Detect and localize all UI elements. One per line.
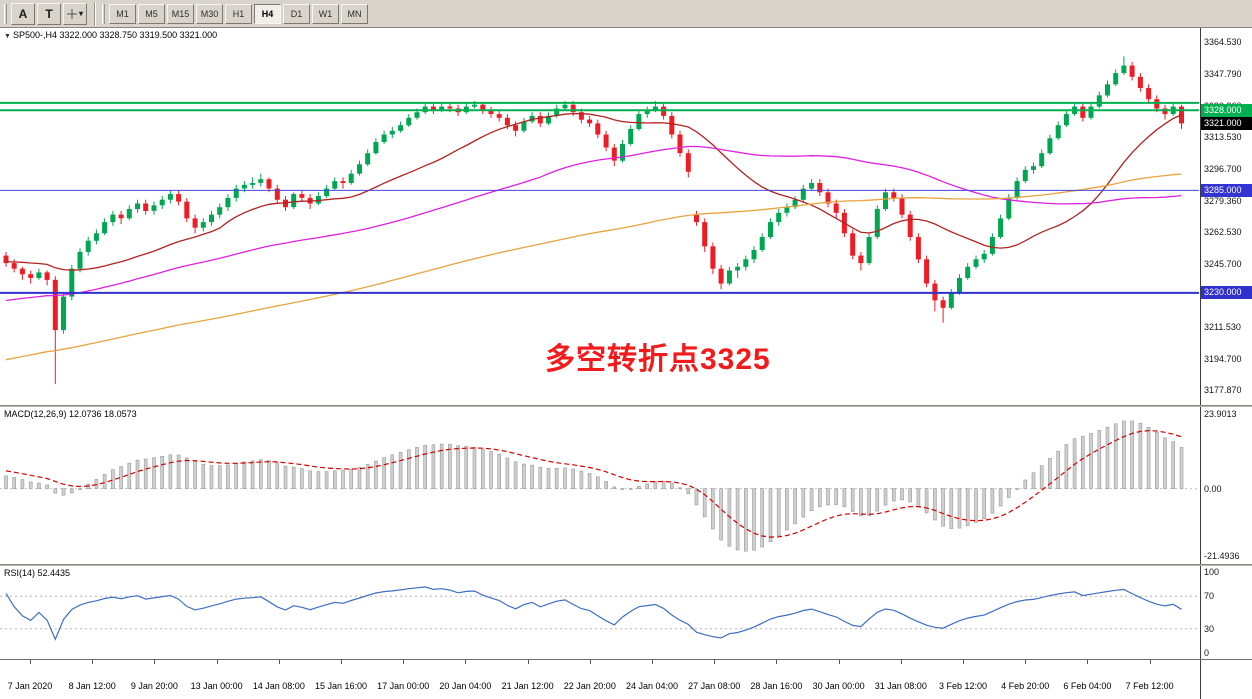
text-tool-button[interactable]: T [37, 2, 61, 25]
price-axis-label: 3194.700 [1204, 353, 1242, 364]
price-axis-label: 3313.530 [1204, 132, 1242, 143]
rsi-axis-label: 70 [1204, 591, 1215, 602]
price-axis-label: 3347.790 [1204, 68, 1242, 79]
timeframe-button-d1[interactable]: D1 [283, 3, 310, 24]
macd-axis-label: 23.9013 [1204, 408, 1237, 419]
time-tick [838, 660, 840, 664]
time-tick [900, 660, 902, 664]
time-tick [92, 660, 94, 664]
time-axis-label: 22 Jan 20:00 [563, 681, 616, 691]
time-tick [465, 660, 467, 664]
time-axis-label: 7 Jan 2020 [7, 681, 53, 691]
rsi-axis[interactable]: 100 70 30 0 [1200, 566, 1252, 659]
macd-panel[interactable]: MACD(12,26,9) 12.0736 18.0573 23.9013 0.0… [0, 407, 1252, 564]
axis-corner [1200, 660, 1201, 699]
timeframe-button-h1[interactable]: H1 [225, 3, 252, 24]
price-axis-label: 3296.700 [1204, 163, 1242, 174]
price-badge: 3230.000 [1201, 286, 1252, 300]
time-tick [154, 660, 156, 664]
timeframe-toolbar: M1 M5 M15 M30 H1 H4 D1 W1 MN [109, 3, 370, 24]
price-axis-label: 3279.360 [1204, 195, 1242, 206]
time-tick [278, 660, 280, 664]
price-badge: 3285.000 [1201, 183, 1252, 197]
time-tick [589, 660, 591, 664]
font-tool-button[interactable]: A [11, 2, 35, 25]
price-chart-svg[interactable] [0, 28, 1200, 405]
panel-separator[interactable] [0, 405, 1252, 407]
cursor-tool-dropdown[interactable]: ▾ [63, 2, 87, 25]
price-badge: 3328.000 [1201, 103, 1252, 117]
collapse-icon[interactable]: ▼ [4, 33, 11, 40]
time-axis-label: 28 Jan 16:00 [750, 681, 803, 691]
toolbar-grip[interactable] [4, 3, 7, 24]
time-axis-label: 14 Jan 08:00 [252, 681, 305, 691]
time-tick [527, 660, 529, 664]
crosshair-icon [66, 8, 77, 19]
rsi-axis-label: 30 [1204, 623, 1215, 634]
time-axis-label: 20 Jan 04:00 [439, 681, 492, 691]
symbol-period-label: SP500-,H4 [12, 30, 57, 40]
timeframe-button-mn[interactable]: MN [341, 3, 368, 24]
rsi-chart-svg[interactable] [0, 566, 1200, 659]
timeframe-button-h4[interactable]: H4 [254, 3, 281, 24]
macd-chart-svg[interactable] [0, 407, 1200, 564]
time-axis-label: 4 Feb 20:00 [1001, 681, 1050, 691]
chevron-down-icon: ▾ [78, 9, 83, 18]
time-tick [776, 660, 778, 664]
time-axis[interactable]: 7 Jan 2020 8 Jan 12:00 9 Jan 20:00 13 Jan 0… [0, 659, 1252, 699]
time-axis-label: 7 Feb 12:00 [1125, 681, 1174, 691]
time-axis-label: 9 Jan 20:00 [130, 681, 178, 691]
main-toolbar: A T ▾ M1 M5 M15 M30 H1 H4 D1 W1 MN [0, 0, 1252, 28]
time-tick [1087, 660, 1089, 664]
price-axis-label: 3211.530 [1204, 322, 1241, 333]
chart-area: ▼ SP500-,H4 3322.000 3328.750 3319.500 33… [0, 28, 1252, 699]
rsi-axis-label: 0 [1204, 648, 1210, 658]
time-axis-label: 31 Jan 08:00 [874, 681, 927, 691]
time-axis-label: 21 Jan 12:00 [501, 681, 554, 691]
time-axis-label: 6 Feb 04:00 [1063, 681, 1112, 691]
chart-header: ▼ SP500-,H4 3322.000 3328.750 3319.500 33… [4, 30, 217, 40]
price-axis-label: 3245.700 [1204, 258, 1242, 269]
time-tick [1025, 660, 1027, 664]
time-tick [30, 660, 31, 664]
chart-annotation[interactable]: 多空转折点3325 [545, 343, 771, 376]
time-tick [652, 660, 653, 664]
macd-header: MACD(12,26,9) 12.0736 18.0573 [4, 409, 137, 419]
price-axis[interactable]: 3364.5303347.7903330.3603313.5303296.700… [1200, 28, 1252, 405]
rsi-header: RSI(14) 52.4435 [4, 568, 71, 578]
price-axis-label: 3364.530 [1204, 37, 1242, 48]
price-axis-label: 3177.870 [1204, 385, 1242, 395]
price-panel[interactable]: ▼ SP500-,H4 3322.000 3328.750 3319.500 33… [0, 28, 1252, 405]
time-tick [714, 660, 716, 664]
panel-separator[interactable] [0, 564, 1252, 566]
macd-axis-label: 0.00 [1204, 483, 1222, 494]
timeframe-button-m30[interactable]: M30 [196, 3, 223, 24]
toolbar-divider [94, 1, 96, 26]
time-axis-label: 30 Jan 00:00 [812, 681, 865, 691]
time-tick [403, 660, 405, 664]
time-tick [1149, 660, 1151, 664]
timeframe-button-m1[interactable]: M1 [109, 3, 136, 24]
time-axis-label: 27 Jan 08:00 [688, 681, 741, 691]
price-axis-label: 3262.530 [1204, 227, 1242, 238]
time-axis-label: 15 Jan 16:00 [314, 681, 368, 691]
time-axis-label: 24 Jan 04:00 [625, 681, 679, 691]
timeframe-button-m15[interactable]: M15 [167, 3, 194, 24]
timeframe-button-w1[interactable]: W1 [312, 3, 339, 24]
quote-ohlc: 3322.000 3328.750 3319.500 3321.000 [59, 30, 218, 40]
time-tick [341, 660, 342, 664]
toolbar-grip[interactable] [102, 3, 105, 24]
timeframe-button-m5[interactable]: M5 [138, 3, 165, 24]
macd-axis-label: -21.4936 [1204, 551, 1240, 562]
rsi-panel[interactable]: RSI(14) 52.4435 100 70 30 0 [0, 566, 1252, 659]
time-axis-label: 13 Jan 00:00 [190, 681, 243, 691]
time-tick [963, 660, 964, 664]
time-axis-label: 17 Jan 00:00 [377, 681, 430, 691]
price-badge: 3321.000 [1201, 116, 1252, 130]
rsi-axis-label: 100 [1204, 567, 1220, 577]
time-tick [216, 660, 218, 664]
time-axis-label: 8 Jan 12:00 [68, 681, 116, 691]
macd-axis[interactable]: 23.9013 0.00 -21.4936 [1200, 407, 1252, 564]
time-axis-label: 3 Feb 12:00 [938, 681, 988, 691]
